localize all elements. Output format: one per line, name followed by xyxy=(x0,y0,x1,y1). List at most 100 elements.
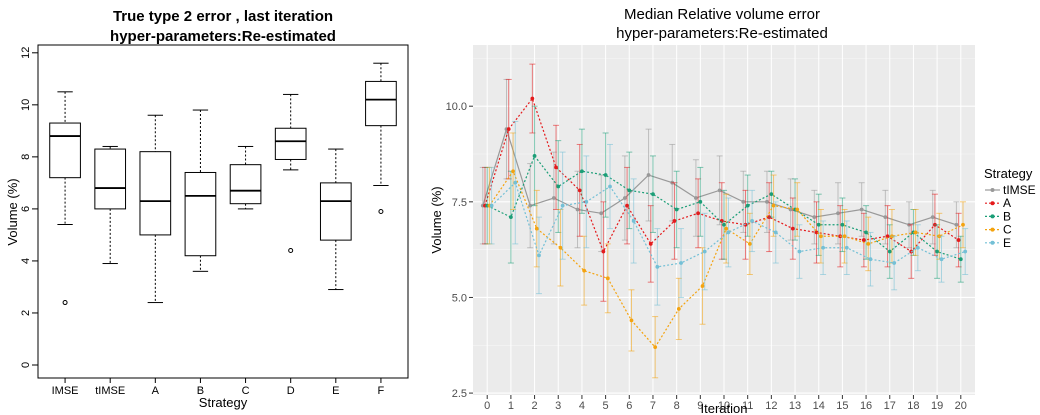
legend-entry-label: tIMSE xyxy=(1003,183,1036,197)
boxplot-y-axis: 0 2 4 6 8 10 12 xyxy=(20,47,38,368)
line-data-point xyxy=(939,257,944,262)
line-x-tick-label: 6 xyxy=(626,400,632,412)
line-data-point xyxy=(599,211,604,216)
line-data-point xyxy=(722,222,726,227)
boxplot-outlier-point xyxy=(288,248,294,254)
line-data-point xyxy=(717,188,722,193)
line-y-tick-label: 7.5 xyxy=(452,197,467,209)
line-data-point xyxy=(892,261,897,265)
legend-entry-label: B xyxy=(1003,209,1011,223)
line-data-point xyxy=(961,222,965,227)
line-data-point xyxy=(883,215,888,220)
boxplot-box-C xyxy=(229,145,262,210)
line-data-point xyxy=(956,238,961,242)
boxplot-iqr-box xyxy=(319,182,352,241)
line-data-point xyxy=(530,96,535,101)
line-data-point xyxy=(913,230,918,235)
line-data-point xyxy=(605,276,610,281)
line-series xyxy=(479,63,969,379)
boxplot-box-A xyxy=(139,114,172,304)
boxplot-box-D xyxy=(274,93,307,254)
boxplot-iqr-box xyxy=(229,164,262,205)
line-data-point xyxy=(674,207,679,212)
boxplot-y-tick-label: 0 xyxy=(20,362,32,368)
line-data-point xyxy=(627,188,632,193)
line-data-point xyxy=(513,180,518,185)
line-data-point xyxy=(489,203,494,208)
line-data-point xyxy=(601,249,606,254)
boxplot-outlier-point xyxy=(62,300,68,306)
line-series-tIMSE xyxy=(479,78,960,253)
line-data-point xyxy=(584,199,589,204)
line-data-point xyxy=(554,165,558,170)
legend-entry-label: C xyxy=(1003,223,1012,237)
line-x-tick-label: 13 xyxy=(789,400,801,412)
boxplot-box-tIMSE xyxy=(94,145,127,265)
line-x-tick-label: 14 xyxy=(813,400,825,412)
line-data-point xyxy=(679,261,683,265)
line-data-point xyxy=(508,215,513,220)
boxplot-title-line2: hyper-parameters:Re-estimated xyxy=(110,28,336,45)
legend-key-point xyxy=(990,188,995,192)
line-data-point xyxy=(506,127,511,132)
line-x-tick-label: 18 xyxy=(907,400,919,412)
line-data-point xyxy=(575,207,580,212)
line-data-point xyxy=(765,199,769,204)
boxplot-boxes xyxy=(49,62,397,306)
line-data-point xyxy=(560,203,565,208)
line-data-point xyxy=(648,242,653,246)
line-data-point xyxy=(702,249,707,254)
line-y-tick-label: 10.0 xyxy=(446,101,467,113)
line-x-tick-label: 2 xyxy=(532,400,538,412)
line-series-E xyxy=(488,121,969,306)
boxplot-y-tick-label: 6 xyxy=(20,206,32,212)
line-x-tick-label: 8 xyxy=(674,400,680,412)
line-data-point xyxy=(915,245,920,250)
boxplot-box-E xyxy=(319,148,352,291)
line-data-point xyxy=(653,345,658,350)
line-data-point xyxy=(885,234,890,239)
line-data-point xyxy=(741,199,746,204)
legend-entry-label: E xyxy=(1003,236,1011,250)
line-data-point xyxy=(558,245,563,250)
line-data-point xyxy=(864,230,868,235)
boxplot-y-tick-label: 2 xyxy=(20,310,32,316)
boxplot-x-axis-label: Strategy xyxy=(199,395,248,410)
line-data-point xyxy=(821,245,826,250)
line-x-tick-label: 4 xyxy=(579,400,585,412)
line-x-tick-label: 16 xyxy=(860,400,872,412)
line-data-point xyxy=(866,242,871,246)
line-data-point xyxy=(812,215,817,220)
boxplot-x-tick-label: A xyxy=(152,385,160,397)
line-x-tick-label: 15 xyxy=(836,400,848,412)
legend-key-point xyxy=(990,240,995,245)
boxplot-iqr-box xyxy=(184,171,217,257)
line-data-point xyxy=(930,215,935,220)
boxplot-x-tick-label: E xyxy=(332,385,339,397)
line-data-point xyxy=(631,219,636,223)
line-chart: Median Relative volume error hyper-param… xyxy=(429,6,1036,415)
line-data-point xyxy=(859,207,864,212)
line-data-point xyxy=(582,268,587,273)
boxplot-x-axis: IMSE tIMSE A B C D E F xyxy=(52,378,385,397)
boxplot-y-tick-label: 4 xyxy=(20,258,32,264)
boxplot-y-axis-label: Volume (%) xyxy=(5,178,20,245)
boxplot-outlier-point xyxy=(378,209,384,214)
line-data-point xyxy=(771,203,776,208)
line-x-tick-label: 0 xyxy=(484,400,490,412)
line-data-point xyxy=(795,207,800,212)
boxplot-iqr-box xyxy=(365,80,397,127)
line-data-point xyxy=(840,222,845,227)
line-data-point xyxy=(672,219,677,223)
boxplot-x-tick-label: IMSE xyxy=(52,385,79,397)
boxplot-x-tick-label: B xyxy=(197,385,204,397)
line-data-point xyxy=(836,211,840,216)
line-data-point xyxy=(651,192,655,197)
boxplot-iqr-box xyxy=(139,151,172,236)
line-data-point xyxy=(629,318,634,323)
boxplot-chart: True type 2 error , last iteration hyper… xyxy=(5,8,409,410)
line-x-tick-label: 17 xyxy=(884,400,896,412)
line-data-point xyxy=(694,196,698,200)
line-data-point xyxy=(819,234,823,239)
